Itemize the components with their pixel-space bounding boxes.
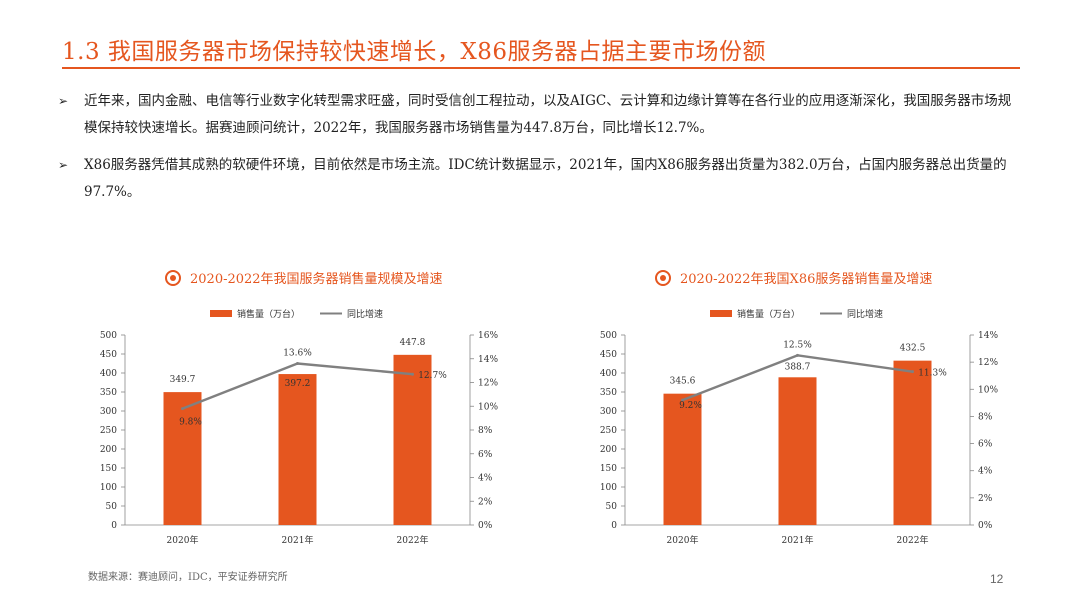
y-left-tick-label: 150 xyxy=(100,464,117,474)
legend-label-sales: 销售量（万台） xyxy=(237,308,300,320)
y-left-tick-label: 500 xyxy=(100,331,117,341)
arrow-bullet-icon: ➢ xyxy=(58,158,69,172)
y-left-tick-label: 450 xyxy=(100,350,117,360)
arrow-bullet-icon: ➢ xyxy=(58,94,69,108)
bar xyxy=(278,374,317,525)
legend-label-sales: 销售量（万台） xyxy=(737,308,800,320)
bullet-item: ➢ 近年来，国内金融、电信等行业数字化转型需求旺盛，同时受信创工程拉动，以及AI… xyxy=(58,88,1018,142)
y-right-tick-label: 14% xyxy=(978,331,998,341)
growth-point xyxy=(411,372,414,376)
x-tick-label: 2021年 xyxy=(282,534,314,546)
y-left-tick-label: 100 xyxy=(600,483,617,493)
y-right-tick-label: 8% xyxy=(978,412,993,422)
bullet-text: X86服务器凭借其成熟的软硬件环境，目前依然是市场主流。IDC统计数据显示，20… xyxy=(84,157,1007,200)
growth-value-label: 12.7% xyxy=(418,371,447,381)
legend-label-growth: 同比增速 xyxy=(847,308,883,320)
y-left-tick-label: 50 xyxy=(106,502,118,512)
y-left-tick-label: 100 xyxy=(100,483,117,493)
growth-value-label: 9.8% xyxy=(179,418,202,428)
page-number: 12 xyxy=(990,572,1004,586)
growth-point xyxy=(796,353,799,357)
growth-point xyxy=(296,362,299,365)
y-right-tick-label: 12% xyxy=(478,379,498,389)
bar xyxy=(893,360,932,525)
chart-1-server-sales: 销售量（万台） 同比增速 0 50 100 150 200 250 300 350 400 450 50… xyxy=(100,308,499,546)
x-tick-label: 2021年 xyxy=(782,534,814,546)
growth-point xyxy=(681,398,684,402)
bullet-item: ➢ X86服务器凭借其成熟的软硬件环境，目前依然是市场主流。IDC统计数据显示，… xyxy=(58,152,1018,206)
y-right-tick-label: 6% xyxy=(978,440,993,450)
y-right-tick-label: 2% xyxy=(478,497,493,507)
y-left-tick-label: 200 xyxy=(100,445,117,455)
growth-value-label: 11.3% xyxy=(918,369,947,379)
bar xyxy=(393,354,432,525)
growth-point xyxy=(911,370,914,374)
y-left-tick-label: 200 xyxy=(600,445,617,455)
y-right-tick-label: 12% xyxy=(978,358,998,368)
y-left-tick-label: 500 xyxy=(600,331,617,341)
y-right-tick-label: 10% xyxy=(978,385,998,395)
growth-value-label: 13.6% xyxy=(283,349,312,359)
y-left-tick-label: 250 xyxy=(100,426,117,436)
bar-value-label: 345.6 xyxy=(670,377,696,387)
y-right-tick-label: 8% xyxy=(478,426,493,436)
bar-value-label: 397.2 xyxy=(285,379,311,389)
y-right-tick-label: 0% xyxy=(478,521,493,531)
y-left-tick-label: 300 xyxy=(600,407,617,417)
y-right-tick-label: 6% xyxy=(478,450,493,460)
x-tick-label: 2020年 xyxy=(667,534,699,546)
chart-2-x86-server-sales: 销售量（万台） 同比增速 0 50 100 150 200 250 300 350 400 450 50… xyxy=(600,308,999,546)
y-left-tick-label: 300 xyxy=(100,407,117,417)
legend-label-growth: 同比增速 xyxy=(347,308,383,320)
bullet-text: 近年来，国内金融、电信等行业数字化转型需求旺盛，同时受信创工程拉动，以及AIGC… xyxy=(84,93,1012,136)
y-left-tick-label: 450 xyxy=(600,350,617,360)
y-left-tick-label: 350 xyxy=(600,388,617,398)
y-left-tick-label: 0 xyxy=(111,521,117,531)
y-left-tick-label: 250 xyxy=(600,426,617,436)
chart-1-title-text: 2020-2022年我国服务器销售量规模及增速 xyxy=(190,272,443,287)
chart-2-title: 2020-2022年我国X86服务器销售量及增速 xyxy=(655,268,932,287)
bar-value-label: 349.7 xyxy=(170,375,196,385)
title-divider xyxy=(62,67,1020,69)
x-tick-label: 2022年 xyxy=(897,534,929,546)
y-right-tick-label: 14% xyxy=(478,355,498,365)
data-source-note: 数据来源：赛迪顾问，IDC，平安证券研究所 xyxy=(88,572,288,583)
bar xyxy=(163,392,202,525)
y-left-tick-label: 350 xyxy=(100,388,117,398)
chart-1-title: 2020-2022年我国服务器销售量规模及增速 xyxy=(165,268,443,287)
y-left-tick-label: 400 xyxy=(600,369,617,379)
y-left-tick-label: 0 xyxy=(611,521,617,531)
y-right-tick-label: 10% xyxy=(478,402,498,412)
chart-2-title-text: 2020-2022年我国X86服务器销售量及增速 xyxy=(680,272,933,287)
legend-swatch-sales xyxy=(710,310,732,317)
slide-title: 1.3 我国服务器市场保持较快速增长，X86服务器占据主要市场份额 xyxy=(62,39,767,65)
target-icon xyxy=(655,269,671,286)
growth-value-label: 9.2% xyxy=(679,401,702,411)
y-right-tick-label: 4% xyxy=(978,467,993,477)
y-left-tick-label: 400 xyxy=(100,369,117,379)
growth-value-label: 12.5% xyxy=(783,340,812,350)
bar xyxy=(778,377,817,525)
y-right-tick-label: 4% xyxy=(478,474,493,484)
y-right-tick-label: 2% xyxy=(978,494,993,504)
x-tick-label: 2022年 xyxy=(397,534,429,546)
growth-point xyxy=(181,407,184,411)
y-right-tick-label: 16% xyxy=(478,331,498,341)
bar-value-label: 432.5 xyxy=(900,344,926,354)
y-left-tick-label: 50 xyxy=(606,502,618,512)
legend-swatch-sales xyxy=(210,310,232,317)
bullet-list: ➢ 近年来，国内金融、电信等行业数字化转型需求旺盛，同时受信创工程拉动，以及AI… xyxy=(58,88,1018,216)
bar-value-label: 388.7 xyxy=(785,362,811,372)
bar xyxy=(663,393,702,525)
y-left-tick-label: 150 xyxy=(600,464,617,474)
x-tick-label: 2020年 xyxy=(167,534,199,546)
bar-value-label: 447.8 xyxy=(400,338,426,348)
y-right-tick-label: 0% xyxy=(978,521,993,531)
target-icon xyxy=(165,269,181,286)
